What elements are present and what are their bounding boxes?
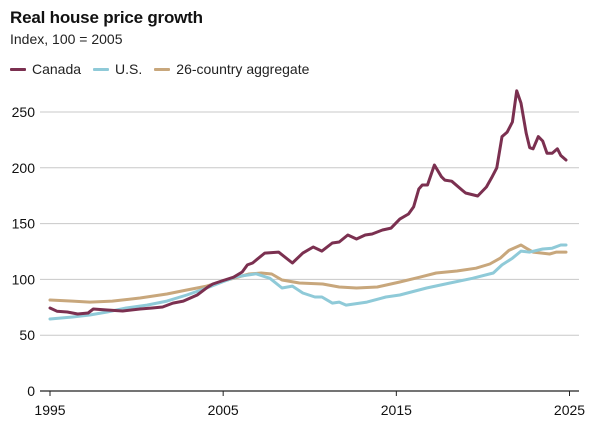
legend-swatch-canada xyxy=(10,67,26,71)
legend-label-canada: Canada xyxy=(32,61,82,77)
x-tick-label-2015: 2015 xyxy=(381,402,412,418)
series-line-u-s xyxy=(48,243,568,321)
legend-label-aggregate: 26-country aggregate xyxy=(176,61,310,77)
chart-title: Real house price growth xyxy=(10,8,203,27)
x-tick-label-1995: 1995 xyxy=(34,402,65,418)
y-tick-label-150: 150 xyxy=(12,216,36,232)
series-line-canada xyxy=(48,89,568,316)
y-tick-label-0: 0 xyxy=(27,383,35,399)
y-tick-label-250: 250 xyxy=(12,104,36,120)
legend-swatch-us xyxy=(93,67,110,71)
series-line-26-country-aggregate xyxy=(48,243,568,304)
chart-subtitle: Index, 100 = 2005 xyxy=(10,31,123,47)
legend-item-canada: Canada xyxy=(10,61,81,77)
y-axis-labels: 0 50 100 150 200 250 xyxy=(12,104,36,399)
legend: Canada U.S. 26-country aggregate xyxy=(10,61,321,77)
x-tick-label-2005: 2005 xyxy=(208,402,239,418)
gridlines xyxy=(40,111,579,336)
series-lines xyxy=(48,89,568,321)
x-axis: 1995 2005 2015 2025 xyxy=(34,390,585,418)
y-tick-label-50: 50 xyxy=(19,327,35,343)
x-tick-label-2025: 2025 xyxy=(554,402,585,418)
legend-item-us: U.S. xyxy=(93,61,142,77)
y-tick-label-200: 200 xyxy=(12,160,36,176)
legend-item-aggregate: 26-country aggregate xyxy=(154,61,309,77)
legend-swatch-aggregate xyxy=(154,67,171,71)
legend-label-us: U.S. xyxy=(115,61,143,77)
y-tick-label-100: 100 xyxy=(12,271,36,287)
